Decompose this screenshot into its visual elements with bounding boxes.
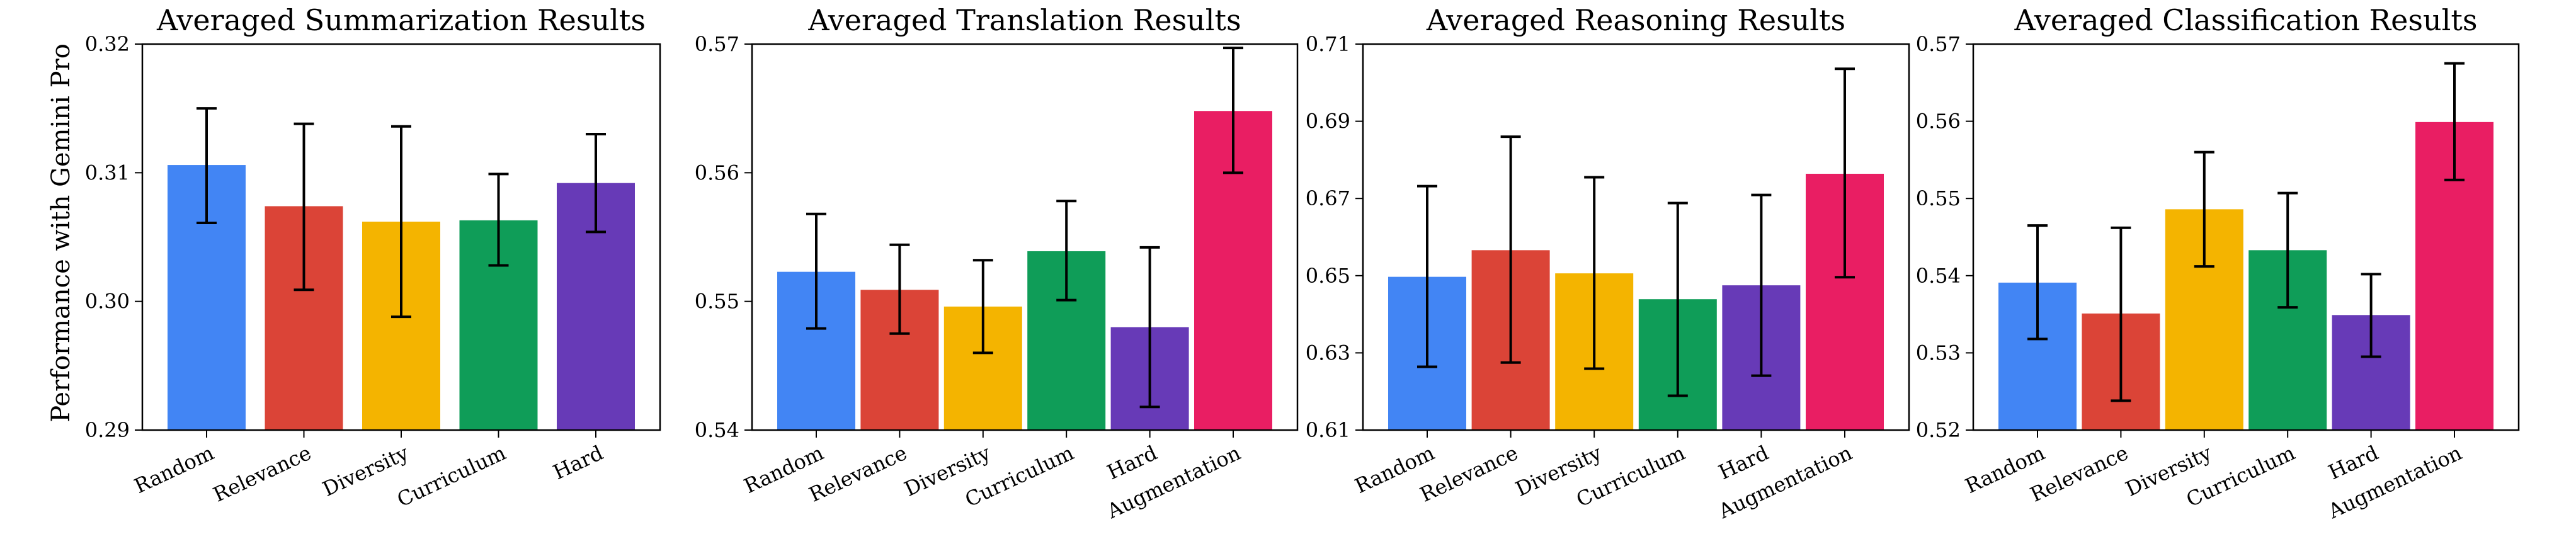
y-tick-label: 0.54 <box>695 418 739 442</box>
axes-frame <box>751 43 1299 431</box>
axes-frame <box>1972 43 2520 431</box>
chart-title: Averaged Reasoning Results <box>1426 3 1845 37</box>
y-tick-label: 0.67 <box>1306 186 1350 210</box>
x-tick-label-hard: Hard <box>2325 441 2382 484</box>
y-tick-label: 0.54 <box>1916 264 1961 288</box>
chart-panel-2: Averaged Translation Results 0.54 0.55 0.56… <box>695 3 1299 523</box>
axes-frame <box>141 43 661 431</box>
axes-frame <box>1362 43 1910 431</box>
y-tick-label: 0.32 <box>85 32 130 56</box>
y-tick-label: 0.30 <box>85 290 130 314</box>
y-tick-label: 0.52 <box>1916 418 1961 442</box>
chart-panel-3: Averaged Reasoning Results 0.61 0.63 0.65 0.… <box>1306 3 1910 523</box>
y-tick-label: 0.63 <box>1306 341 1350 365</box>
y-tick-label: 0.71 <box>1306 32 1350 56</box>
y-tick-label: 0.57 <box>695 32 739 56</box>
y-tick-label: 0.69 <box>1306 110 1350 133</box>
x-tick-label-curriculum: Curriculum <box>394 441 510 512</box>
chart-title: Averaged Translation Results <box>807 3 1241 37</box>
chart-panel-1: Averaged Summarization Results 0.29 0.30 0.… <box>85 3 661 512</box>
y-tick-label: 0.31 <box>85 161 130 184</box>
y-tick-label: 0.61 <box>1306 418 1350 442</box>
x-tick-label-hard: Hard <box>1715 441 1772 484</box>
y-tick-label: 0.55 <box>695 290 739 314</box>
x-tick-label-relevance: Relevance <box>210 441 315 507</box>
y-tick-label: 0.56 <box>1916 110 1961 133</box>
chart-title: Averaged Classification Results <box>2014 3 2478 37</box>
chart-panel-4: Averaged Classification Results 0.52 0.53 0… <box>1916 3 2520 523</box>
y-tick-label: 0.56 <box>695 161 739 184</box>
chart-title: Averaged Summarization Results <box>156 3 646 37</box>
x-tick-label-random: Random <box>130 441 217 498</box>
y-tick-label: 0.65 <box>1306 264 1350 288</box>
y-tick-label: 0.53 <box>1916 341 1961 365</box>
y-tick-label: 0.57 <box>1916 32 1961 56</box>
y-tick-label: 0.55 <box>1916 186 1961 210</box>
y-axis-label: Performance with Gemini Pro <box>47 43 76 423</box>
x-tick-label-hard: Hard <box>549 441 607 484</box>
y-tick-label: 0.29 <box>85 418 130 442</box>
x-tick-label-hard: Hard <box>1103 441 1161 484</box>
